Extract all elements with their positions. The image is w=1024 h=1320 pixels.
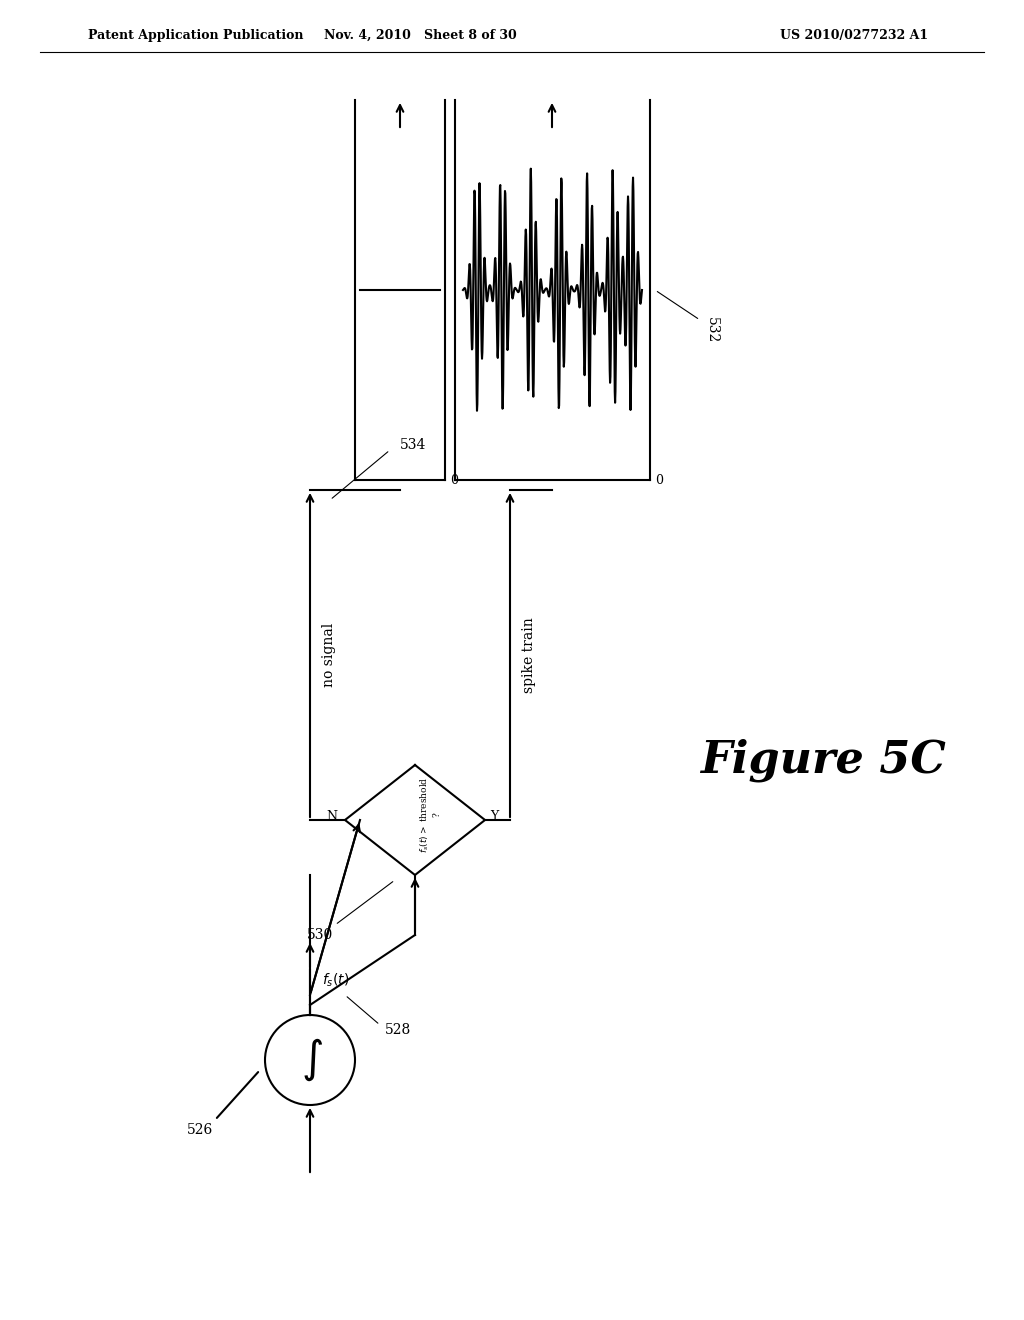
Text: $f_s(t) >$ threshold
?: $f_s(t) >$ threshold ? (419, 776, 441, 853)
Text: 528: 528 (385, 1023, 412, 1038)
Text: no signal: no signal (322, 623, 336, 688)
Text: Patent Application Publication: Patent Application Publication (88, 29, 303, 41)
Text: Figure 5C: Figure 5C (700, 738, 946, 781)
Text: 526: 526 (186, 1123, 213, 1137)
Text: US 2010/0277232 A1: US 2010/0277232 A1 (780, 29, 928, 41)
Text: Y: Y (490, 810, 499, 824)
Text: 530: 530 (307, 928, 333, 942)
Text: spike train: spike train (522, 618, 536, 693)
Text: $f_s(t)$: $f_s(t)$ (322, 972, 349, 989)
Text: 0: 0 (450, 474, 458, 487)
Text: 0: 0 (655, 474, 663, 487)
Text: 534: 534 (400, 438, 426, 451)
Text: 532: 532 (705, 317, 719, 343)
Text: $\int$: $\int$ (301, 1036, 323, 1084)
Text: Nov. 4, 2010   Sheet 8 of 30: Nov. 4, 2010 Sheet 8 of 30 (324, 29, 516, 41)
Text: N: N (326, 810, 337, 824)
